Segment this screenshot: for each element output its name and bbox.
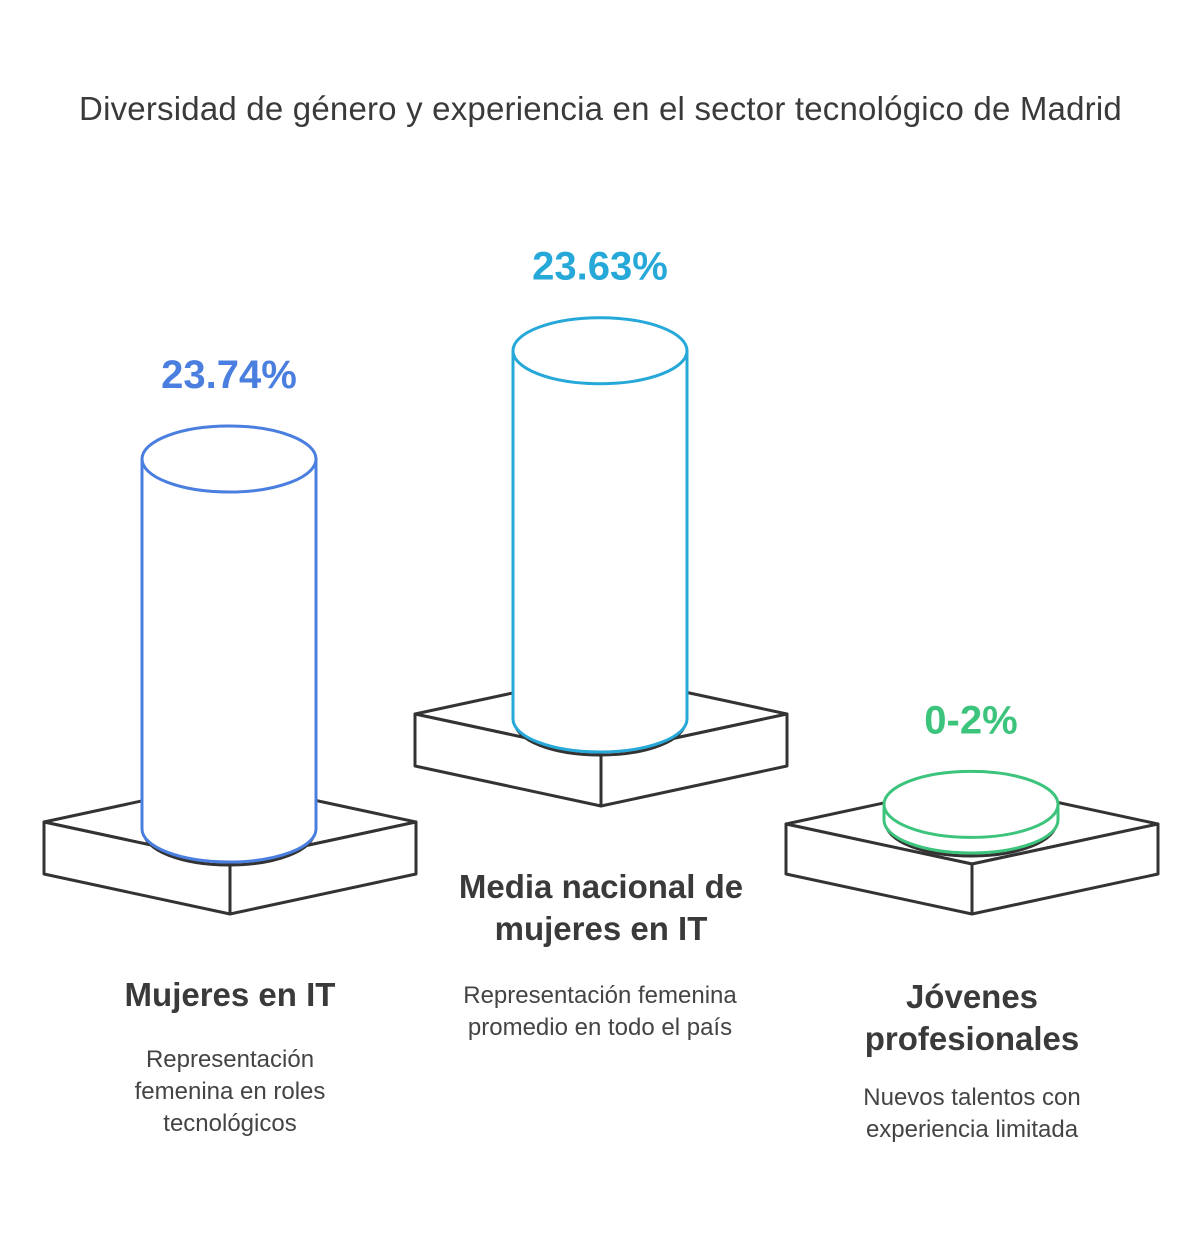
bar-group-jovenes-profesionales: 0-2% <box>784 698 1160 916</box>
category-description: Representación femenina promedio en todo… <box>463 982 737 1041</box>
bar-group-media-nacional: 23.63% <box>413 245 789 808</box>
data-label: 23.63% <box>532 245 668 289</box>
category-description: Representación femenina en roles tecnoló… <box>134 1046 326 1137</box>
bar <box>140 424 318 867</box>
data-label: 0-2% <box>924 698 1017 742</box>
category-label: Mujeres en IT <box>124 976 336 1013</box>
category-label: Media nacional de mujeres en IT <box>458 868 744 947</box>
chart-title: Diversidad de género y experiencia en el… <box>79 90 1122 127</box>
bar <box>882 769 1060 858</box>
category-description: Nuevos talentos con experiencia limitada <box>863 1084 1081 1143</box>
bar <box>511 316 689 757</box>
data-label: 23.74% <box>161 353 297 397</box>
bar-group-mujeres-en-it: 23.74% <box>42 353 418 916</box>
category-label: Jóvenes profesionales <box>864 978 1080 1057</box>
